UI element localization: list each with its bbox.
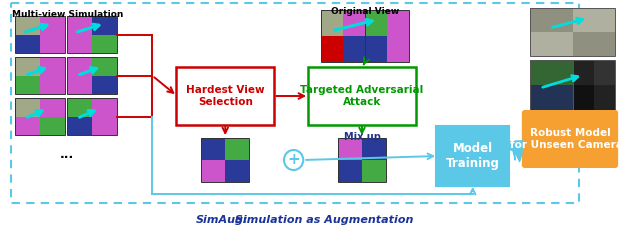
Bar (92, 116, 117, 135)
Text: Multi-view Simulation: Multi-view Simulation (12, 10, 123, 19)
Bar (40, 35, 65, 53)
Bar (15, 98, 40, 116)
Text: SimAug:: SimAug: (195, 215, 248, 225)
Text: Model
Training: Model Training (446, 142, 500, 170)
Bar (552, 60, 573, 85)
Bar (362, 160, 386, 182)
Text: Hardest View
Selection: Hardest View Selection (186, 85, 264, 107)
Bar (201, 138, 250, 182)
FancyBboxPatch shape (436, 126, 509, 186)
Bar (365, 10, 409, 62)
Bar (573, 60, 594, 85)
Bar (343, 36, 365, 62)
Bar (92, 76, 117, 94)
Text: ...: ... (60, 148, 74, 161)
Bar (92, 35, 117, 53)
Bar (15, 35, 40, 53)
Bar (573, 8, 615, 32)
Bar (67, 57, 117, 94)
Bar (67, 98, 92, 116)
Bar (594, 60, 615, 85)
Text: +: + (287, 152, 300, 167)
Bar (531, 60, 573, 110)
Bar (573, 60, 615, 110)
Bar (338, 160, 362, 182)
Bar (15, 98, 65, 135)
Bar (15, 57, 65, 94)
Bar (365, 36, 387, 62)
Bar (67, 16, 117, 53)
Text: Mix up: Mix up (344, 132, 380, 142)
Bar (365, 10, 387, 36)
Text: Simulation as Augmentation: Simulation as Augmentation (231, 215, 413, 225)
FancyBboxPatch shape (308, 67, 416, 125)
FancyBboxPatch shape (176, 67, 275, 125)
Bar (67, 16, 92, 35)
Bar (387, 36, 409, 62)
Bar (225, 160, 250, 182)
Bar (321, 36, 343, 62)
Bar (40, 98, 65, 116)
Bar (67, 98, 117, 135)
Bar (343, 10, 365, 36)
Bar (531, 32, 573, 56)
Bar (67, 57, 92, 76)
Text: Robust Model
for Unseen Cameras: Robust Model for Unseen Cameras (511, 128, 630, 150)
Bar (338, 138, 362, 160)
Bar (321, 10, 365, 62)
Bar (40, 116, 65, 135)
Bar (573, 32, 615, 56)
Bar (15, 57, 40, 76)
Bar (92, 16, 117, 35)
Bar (67, 35, 92, 53)
Bar (552, 85, 573, 110)
Bar (201, 138, 225, 160)
Bar (321, 10, 343, 36)
FancyBboxPatch shape (522, 110, 618, 168)
Bar (531, 8, 615, 56)
Text: Targeted Adversarial
Attack: Targeted Adversarial Attack (300, 85, 424, 107)
Bar (92, 98, 117, 116)
Bar (40, 57, 65, 76)
Bar (531, 8, 573, 32)
Bar (15, 16, 40, 35)
Bar (15, 116, 40, 135)
Bar (338, 138, 386, 182)
Bar (15, 76, 40, 94)
Bar (40, 76, 65, 94)
Text: Original View: Original View (331, 7, 399, 16)
Bar (92, 57, 117, 76)
Bar (201, 160, 225, 182)
Circle shape (284, 150, 303, 170)
Bar (531, 60, 552, 85)
Bar (531, 85, 552, 110)
Bar (67, 76, 92, 94)
Bar (15, 16, 65, 53)
Bar (387, 10, 409, 36)
Bar (573, 85, 594, 110)
Bar (594, 85, 615, 110)
Bar (40, 16, 65, 35)
Bar (362, 138, 386, 160)
FancyBboxPatch shape (10, 3, 579, 203)
Bar (225, 138, 250, 160)
Bar (67, 116, 92, 135)
